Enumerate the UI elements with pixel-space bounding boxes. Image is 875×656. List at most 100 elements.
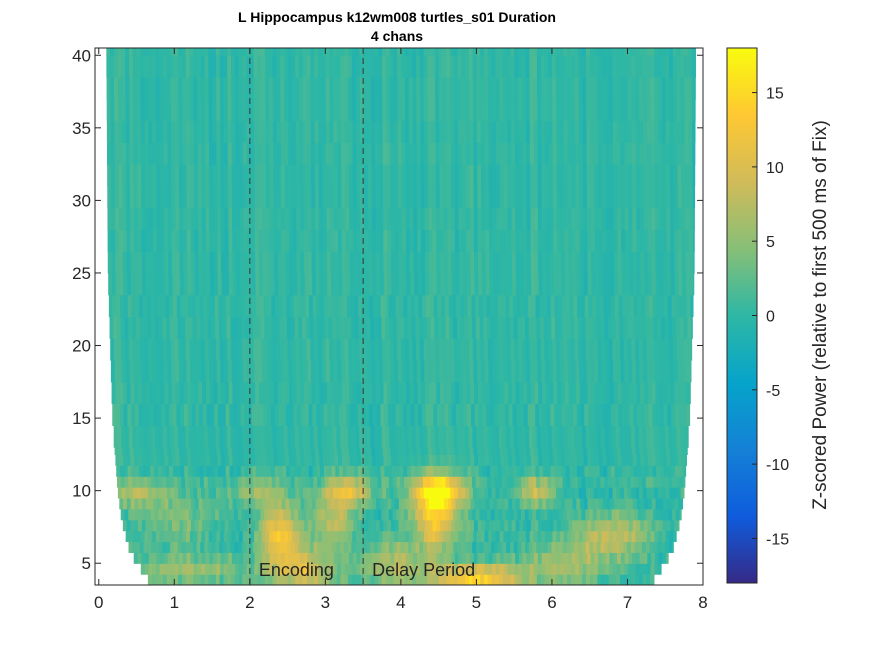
heatmap-cell <box>494 294 499 318</box>
heatmap-cell <box>121 77 127 100</box>
heatmap-cell <box>342 272 347 296</box>
heatmap-cell <box>417 251 422 274</box>
heatmap-cell <box>234 316 239 339</box>
heatmap-cell <box>385 476 390 488</box>
heatmap-cell <box>238 48 243 56</box>
heatmap-cell <box>361 294 367 318</box>
heatmap-cell <box>178 120 183 143</box>
heatmap-cell <box>252 476 258 488</box>
heatmap-cell <box>116 294 121 318</box>
heatmap-cell <box>216 360 222 383</box>
heatmap-cell <box>360 164 365 187</box>
heatmap-cell <box>129 98 134 122</box>
heatmap-cell <box>635 552 641 564</box>
heatmap-cell <box>453 55 459 78</box>
heatmap-cell <box>323 272 328 296</box>
heatmap-cell <box>131 294 136 318</box>
heatmap-cell <box>680 425 685 448</box>
heatmap-cell <box>666 207 671 231</box>
heatmap-cell <box>330 251 335 274</box>
heatmap-cell <box>280 487 285 499</box>
heatmap-cell <box>128 425 134 448</box>
heatmap-cell <box>246 443 252 455</box>
heatmap-cell <box>166 338 172 361</box>
heatmap-cell <box>318 185 324 209</box>
heatmap-cell <box>546 403 551 426</box>
heatmap-cell <box>368 381 373 405</box>
heatmap-cell <box>654 563 659 575</box>
heatmap-cell <box>487 338 493 361</box>
heatmap-cell <box>186 98 191 122</box>
heatmap-cell <box>170 487 176 499</box>
heatmap-cell <box>424 207 430 231</box>
heatmap-cell <box>677 142 682 165</box>
heatmap-cell <box>617 454 623 466</box>
heatmap-cell <box>537 98 542 122</box>
heatmap-cell <box>512 497 517 510</box>
heatmap-cell <box>495 338 500 361</box>
heatmap-cell <box>145 519 150 532</box>
heatmap-cell <box>397 98 402 122</box>
heatmap-cell <box>288 530 293 543</box>
heatmap-cell <box>209 251 215 274</box>
heatmap-cell <box>395 403 400 426</box>
heatmap-cell <box>641 465 646 477</box>
heatmap-cell <box>258 229 264 252</box>
heatmap-cell <box>281 519 286 532</box>
heatmap-cell <box>329 563 334 575</box>
heatmap-cell <box>602 272 608 296</box>
heatmap-cell <box>582 164 588 187</box>
heatmap-cell <box>553 251 558 274</box>
heatmap-cell <box>380 465 385 477</box>
heatmap-cell <box>163 552 169 564</box>
heatmap-cell <box>617 272 623 296</box>
heatmap-cell <box>540 98 546 122</box>
heatmap-cell <box>555 574 561 585</box>
heatmap-cell <box>400 55 406 78</box>
heatmap-cell <box>638 508 643 521</box>
heatmap-cell <box>635 77 640 100</box>
heatmap-cell <box>341 552 346 564</box>
heatmap-cell <box>473 185 478 209</box>
heatmap-cell <box>326 519 332 532</box>
heatmap-cell <box>306 530 312 543</box>
heatmap-cell <box>299 120 304 143</box>
heatmap-cell <box>343 508 348 521</box>
heatmap-cell <box>385 541 390 553</box>
heatmap-cell <box>190 142 195 165</box>
heatmap-cell <box>575 207 581 231</box>
heatmap-cell <box>583 185 588 209</box>
heatmap-cell <box>315 454 320 466</box>
heatmap-cell <box>148 142 153 165</box>
heatmap-cell <box>386 552 392 564</box>
heatmap-cell <box>421 519 426 532</box>
heatmap-cell <box>316 403 321 426</box>
heatmap-cell <box>555 316 560 339</box>
heatmap-cell <box>474 381 479 405</box>
heatmap-cell <box>404 77 410 100</box>
heatmap-cell <box>556 207 562 231</box>
heatmap-cell <box>212 360 218 383</box>
heatmap-cell <box>663 497 668 510</box>
heatmap-cell <box>413 185 418 209</box>
heatmap-cell <box>403 508 409 521</box>
heatmap-cell <box>598 443 603 455</box>
heatmap-cell <box>340 574 345 585</box>
heatmap-cell <box>439 185 445 209</box>
heatmap-cell <box>252 465 257 477</box>
heatmap-cell <box>526 552 531 564</box>
heatmap-cell <box>548 98 553 122</box>
heatmap-cell <box>326 251 332 274</box>
heatmap-cell <box>394 207 399 231</box>
heatmap-cell <box>142 403 147 426</box>
heatmap-cell <box>179 381 184 405</box>
heatmap-cell <box>349 381 354 405</box>
heatmap-cell <box>315 497 321 510</box>
heatmap-cell <box>480 487 485 499</box>
heatmap-cell <box>653 55 659 78</box>
heatmap-cell <box>424 530 429 543</box>
x-tick-label: 6 <box>547 593 556 612</box>
heatmap-cell <box>252 508 258 521</box>
heatmap-cell <box>200 338 206 361</box>
heatmap-cell <box>280 55 285 78</box>
